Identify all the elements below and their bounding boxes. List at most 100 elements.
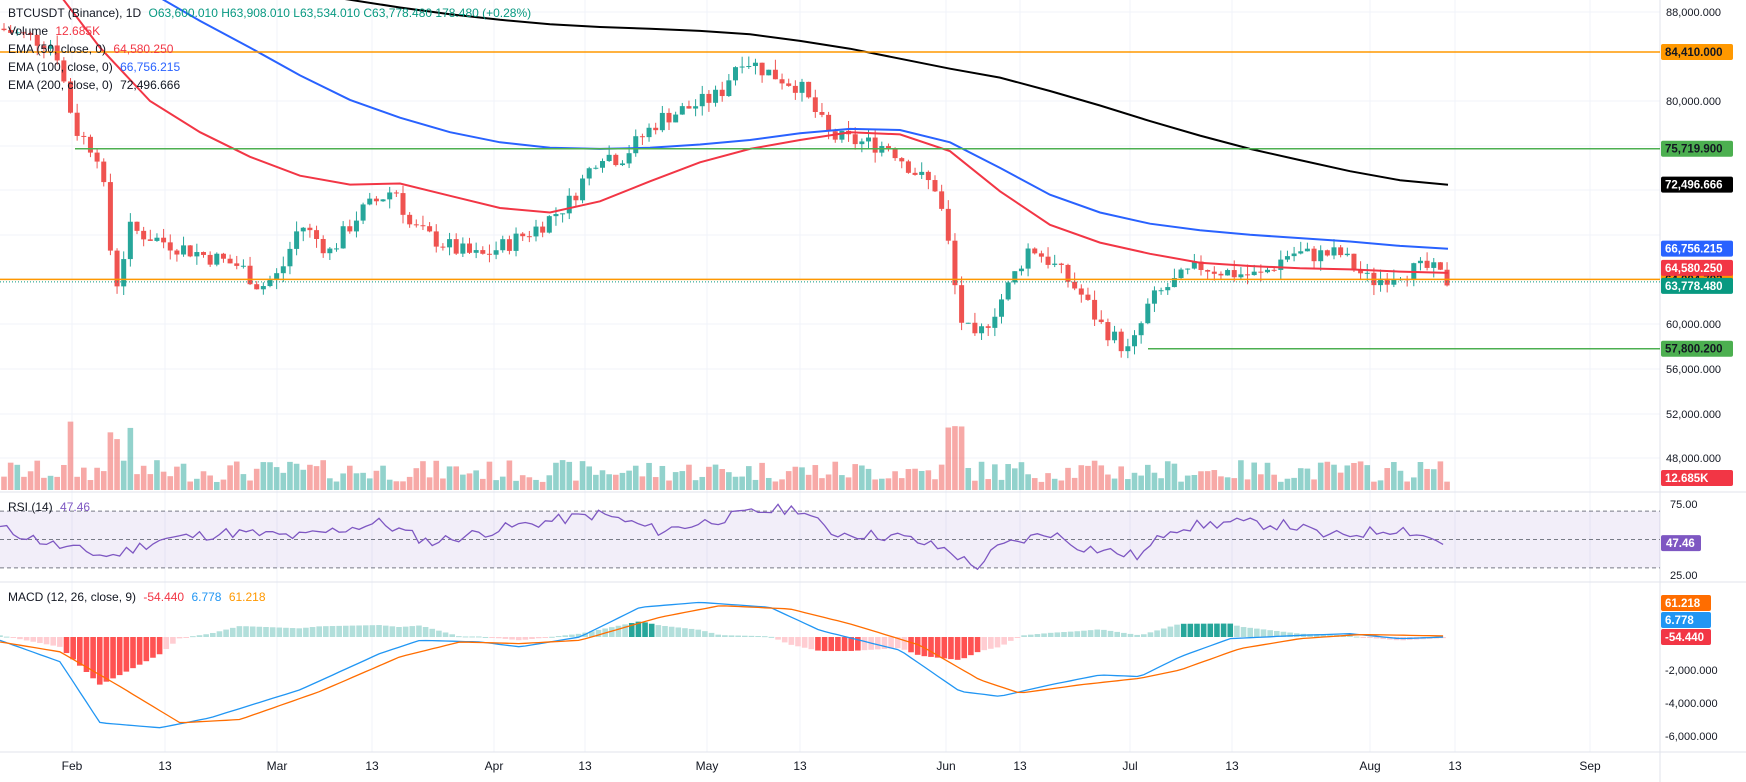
macd-hist-bar <box>96 637 103 685</box>
macd-hist-bar <box>735 635 741 637</box>
candle-body <box>380 199 386 202</box>
candle-body <box>679 106 685 115</box>
macd-label[interactable]: MACD (12, 26, close, 9) <box>8 590 137 604</box>
volume-bar <box>1198 471 1204 490</box>
macd-hist-bar <box>283 627 289 637</box>
candle-body <box>1311 248 1317 262</box>
macd-hist-bar <box>1087 630 1094 637</box>
volume-bar <box>752 479 759 490</box>
macd-hist-bar <box>309 627 316 637</box>
candle-body <box>772 69 778 80</box>
macd-hist-bar <box>442 632 449 637</box>
ema200-label[interactable]: EMA (200, close, 0) <box>8 78 113 92</box>
ema100-label[interactable]: EMA (100, close, 0) <box>8 60 113 74</box>
candle-body <box>141 230 147 240</box>
volume-bar <box>1371 481 1377 490</box>
macd-hist-bar <box>1094 629 1101 637</box>
volume-bar <box>187 481 193 490</box>
macd-hist-bar <box>1054 632 1061 637</box>
macd-hist-bar <box>801 637 808 648</box>
volume-bar <box>134 474 140 490</box>
volume-bar <box>1111 478 1118 490</box>
macd-hist-bar <box>296 628 303 637</box>
candle-body <box>1218 273 1224 276</box>
macd-hist-bar <box>1167 626 1174 637</box>
candle-body <box>260 286 266 290</box>
macd-hist-bar <box>229 627 236 637</box>
macd-hist-bar <box>289 628 296 637</box>
volume-bar <box>1065 467 1071 490</box>
macd-hist-bar <box>263 627 269 637</box>
macd-hist-bar <box>356 625 362 637</box>
candle-body <box>353 220 359 232</box>
macd-hist-bar <box>1134 634 1140 637</box>
rsi-label[interactable]: RSI (14) <box>8 500 53 514</box>
candle-body <box>1258 271 1264 273</box>
macd-hist-bar <box>449 634 455 637</box>
volume-bar <box>779 479 785 490</box>
volume-label[interactable]: Volume <box>8 24 49 38</box>
macd-hist-bar <box>362 625 369 637</box>
volume-bar <box>885 478 892 490</box>
time-tick-label: Sep <box>1579 759 1601 773</box>
volume-bar <box>553 462 559 490</box>
macd-hist-bar <box>243 626 249 637</box>
macd-hist-bar <box>855 637 861 651</box>
volume-bar <box>127 427 134 490</box>
volume-bar <box>247 480 253 490</box>
macd-hist-bar <box>675 627 682 637</box>
macd-hist-bar <box>502 637 509 639</box>
volume-bar <box>1031 478 1038 490</box>
macd-hist-bar <box>781 637 788 643</box>
symbol-label[interactable]: BTCUSDT (Binance), 1D <box>8 6 142 20</box>
candle-body <box>1298 251 1304 254</box>
volume-bar <box>493 480 499 490</box>
volume-bar <box>879 478 885 490</box>
volume-bar <box>865 468 872 490</box>
macd-hist-bar <box>1160 628 1167 637</box>
volume-bar <box>1337 472 1344 490</box>
volume-bar <box>1404 481 1410 490</box>
candle-body <box>1125 346 1131 352</box>
macd-hist-bar <box>509 637 515 640</box>
candle-body <box>1437 262 1443 270</box>
volume-value: 12.685K <box>55 24 101 38</box>
macd-hist-bar <box>808 637 815 650</box>
volume-bar <box>154 460 160 490</box>
price-tick-label: 56,000.000 <box>1666 364 1721 376</box>
volume-bar <box>852 464 858 490</box>
ema50-label[interactable]: EMA (50, close, 0) <box>8 42 107 56</box>
candle-body <box>1324 250 1330 256</box>
candle-body <box>945 208 951 241</box>
volume-bar <box>1125 479 1131 490</box>
candle-body <box>1151 290 1157 304</box>
volume-bar <box>300 469 307 490</box>
volume-bar <box>1218 476 1224 490</box>
volume-bar <box>1430 469 1437 490</box>
volume-bar <box>706 466 712 490</box>
macd-hist-bar <box>1234 625 1240 637</box>
volume-bar <box>599 470 606 490</box>
volume-bar <box>1238 460 1244 490</box>
macd-hist-bar <box>216 631 223 637</box>
macd-hist-bar <box>1353 636 1360 638</box>
macd-hist-bar <box>1041 633 1047 637</box>
macd-hist-bar <box>622 624 628 637</box>
volume-bar <box>672 472 679 490</box>
volume-bar <box>1317 462 1324 490</box>
volume-bar <box>805 474 812 490</box>
macd-hist-bar <box>1254 628 1260 637</box>
candle-body <box>1052 263 1058 265</box>
volume-bar <box>14 464 21 490</box>
candle-body <box>1251 271 1257 276</box>
candle-body <box>121 259 127 287</box>
volume-bar <box>1005 464 1011 490</box>
volume-bar <box>1231 478 1238 490</box>
macd-hist-bar <box>875 637 881 650</box>
volume-bar <box>1171 463 1178 490</box>
volume-bar <box>845 477 852 490</box>
candle-body <box>240 265 246 267</box>
volume-bar <box>892 471 898 490</box>
volume-bar <box>692 480 699 490</box>
